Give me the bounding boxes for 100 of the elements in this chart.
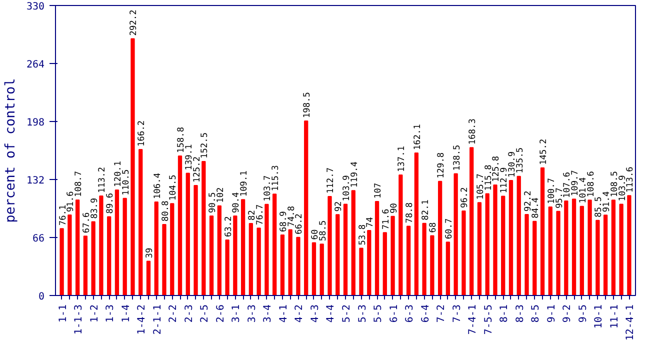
data-label: 90 [389, 202, 400, 214]
x-tick-label: 8-1 [499, 304, 510, 323]
data-label: 152.5 [200, 132, 210, 158]
data-label: 130.9 [507, 151, 518, 178]
data-label: 125.2 [192, 156, 202, 182]
data-label: 58.5 [318, 220, 328, 242]
data-label: 66.2 [294, 213, 305, 234]
data-label: 101.4 [578, 177, 588, 204]
data-label: 113.2 [98, 166, 108, 194]
bar [438, 180, 442, 296]
data-label: 60 [310, 229, 320, 240]
data-label: 135.5 [515, 147, 526, 174]
bar [336, 214, 340, 296]
bar [91, 221, 96, 296]
bar [320, 244, 324, 296]
x-tick-label: 1-4 [120, 304, 132, 323]
y-axis-title: percent of control [3, 78, 18, 223]
bar [406, 226, 411, 296]
data-label: 80.8 [160, 200, 171, 222]
bar [154, 201, 158, 296]
bar [68, 214, 72, 296]
data-label: 112.7 [326, 167, 336, 194]
bar [304, 120, 308, 296]
y-tick-label: 66 [32, 234, 45, 244]
bar [540, 167, 545, 296]
data-label: 106.4 [152, 172, 163, 199]
bar [374, 200, 380, 296]
bar [178, 155, 182, 296]
data-label: 78.8 [405, 202, 416, 224]
bar [122, 198, 127, 296]
data-label: 84.4 [531, 197, 542, 218]
bar [430, 235, 434, 296]
x-tick-label: 3-1 [231, 304, 242, 323]
data-label: 68 [428, 222, 439, 233]
data-label: 108.6 [586, 171, 596, 198]
bar [312, 242, 316, 296]
data-label: 138.5 [452, 144, 462, 171]
data-label: 92 [334, 201, 344, 212]
data-label: 108.5 [610, 171, 620, 198]
bar [627, 195, 632, 296]
data-label: 71.6 [381, 208, 392, 230]
bar [343, 204, 348, 296]
y-tick-label: 0 [38, 292, 45, 302]
x-tick-label: 7-2 [436, 304, 448, 323]
x-tick-label: 4-2 [294, 304, 306, 323]
x-tick-label: 4-4 [326, 304, 337, 323]
data-label: 139.1 [184, 144, 194, 170]
bar [462, 210, 466, 296]
data-label: 120.1 [113, 160, 124, 187]
bar [107, 216, 112, 296]
x-tick-label: 1-4-2 [136, 304, 148, 335]
bar [564, 200, 568, 296]
data-label: 162.1 [412, 124, 423, 150]
bar [114, 189, 120, 296]
x-tick-label: 3-4 [262, 304, 274, 323]
data-label: 63.2 [224, 216, 234, 237]
x-tick-label: 7-3 [452, 304, 463, 323]
y-tick-label: 132 [26, 176, 44, 186]
data-label: 110.5 [121, 169, 132, 196]
data-label: 108.7 [74, 170, 84, 197]
data-label: 83.9 [90, 198, 100, 219]
bar [422, 222, 426, 296]
bar [328, 196, 332, 296]
x-tick-label: 5-2 [342, 304, 352, 323]
bar [414, 152, 418, 296]
x-tick-label: 5-5 [373, 304, 384, 323]
x-tick-label: 12-4-1 [625, 304, 636, 341]
data-label: 89.6 [106, 192, 116, 214]
x-tick-label: 6-4 [420, 304, 432, 323]
data-label: 39 [144, 248, 155, 258]
bar [99, 196, 104, 296]
x-tick-label: 8-5 [530, 304, 542, 323]
data-label: 107 [374, 182, 384, 198]
bar [382, 232, 387, 296]
x-tick-label: 2-1-1 [152, 304, 164, 335]
bar [240, 199, 246, 296]
bar [454, 173, 458, 296]
y-tick-label: 198 [26, 118, 44, 128]
x-tick-label: 11-1 [609, 304, 620, 329]
bar [580, 206, 584, 296]
bar [603, 214, 608, 296]
bar [548, 206, 552, 296]
bar [470, 147, 474, 296]
y-tick-label: 264 [26, 60, 44, 70]
bar [351, 190, 356, 296]
x-tick-label: 7-4-1 [468, 304, 479, 335]
bar [524, 214, 529, 296]
x-tick-label: 6-1 [388, 304, 400, 323]
x-tick-label: 9-2 [562, 304, 574, 323]
bar [532, 220, 537, 296]
x-tick-label: 9-1 [546, 304, 558, 323]
bar [288, 229, 292, 296]
x-tick-label: 3-3 [246, 304, 258, 323]
bar [83, 236, 88, 296]
bar [572, 198, 576, 296]
data-label: 115.3 [271, 165, 282, 192]
bar [186, 172, 190, 296]
data-label: 103.9 [342, 175, 352, 202]
bar [202, 160, 206, 296]
data-label: 74 [366, 217, 376, 228]
